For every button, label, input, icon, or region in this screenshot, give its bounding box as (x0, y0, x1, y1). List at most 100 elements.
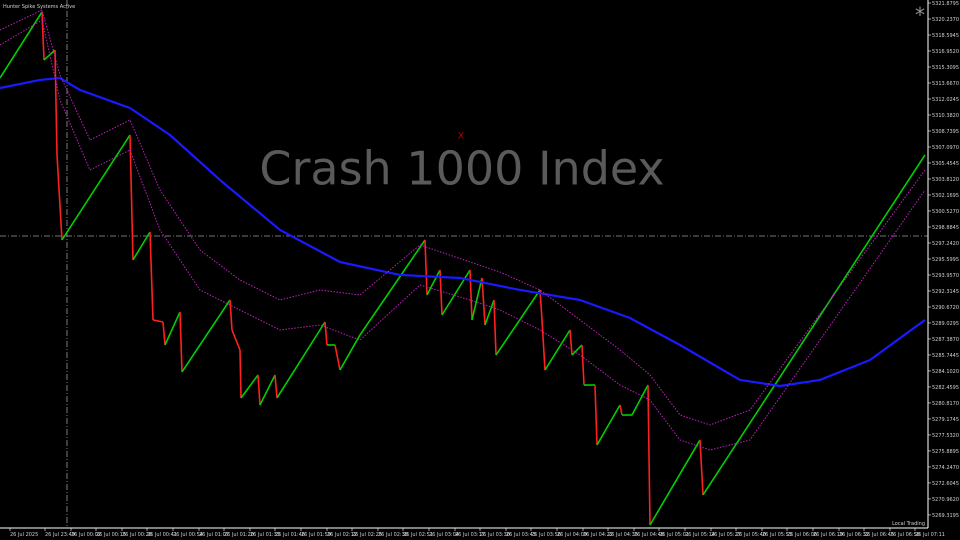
price-segment (0, 11, 43, 79)
price-segment (324, 321, 328, 346)
y-tick-label: 5269.3195 (932, 513, 959, 519)
price-segment (274, 374, 278, 399)
price-segment (541, 319, 546, 371)
y-tick-label: 5277.5320 (932, 433, 959, 439)
x-tick-label: 26 Jul 03:04 (429, 532, 459, 538)
x-tick-label: 26 Jul 05:27 (711, 532, 741, 538)
x-tick-label: 26 Jul 02:12 (327, 532, 357, 538)
price-segment (424, 239, 428, 296)
x-tick-label: 26 Jul 00:41 (147, 532, 177, 538)
x-tick-label: 26 Jul 04:09 (557, 532, 587, 538)
price-segment (132, 231, 151, 261)
y-tick-label: 5284.1020 (932, 369, 959, 375)
x-tick-label: 26 Jul 03:43 (506, 532, 536, 538)
y-tick-label: 5315.3095 (932, 65, 959, 71)
price-segment (239, 349, 242, 398)
price-segment (54, 50, 58, 155)
price-segment (149, 231, 154, 320)
y-tick-label: 5279.1745 (932, 417, 959, 423)
price-segment (162, 321, 166, 346)
y-tick-label: 5298.8845 (932, 225, 959, 231)
x-tick-label: 26 Jul 00:54 (173, 532, 203, 538)
x-tick-label: 26 Jul 03:30 (480, 532, 510, 538)
price-segment (581, 344, 585, 386)
marker-label: X (458, 132, 464, 142)
y-tick-label: 5310.3820 (932, 113, 959, 119)
price-segment (544, 329, 571, 371)
x-tick-label: 26 Jul 06:45 (864, 532, 894, 538)
x-tick-label: 26 Jul 03:17 (455, 532, 485, 538)
price-segment (231, 329, 241, 351)
x-tick-label: 26 Jul 02:51 (403, 532, 433, 538)
x-tick-label: 26 Jul 05:40 (736, 532, 766, 538)
price-segment (229, 299, 233, 331)
price-segment (240, 374, 259, 399)
price-segment (647, 385, 651, 525)
x-tick-label: 26 Jul 06:32 (839, 532, 869, 538)
y-tick-label: 5287.3870 (932, 337, 959, 343)
chart-title: Hunter Spike Systems Active (3, 4, 75, 10)
price-segment (631, 384, 649, 416)
price-segment (569, 329, 573, 356)
band-line (0, 9, 926, 426)
y-tick-label: 5285.7445 (932, 353, 959, 359)
price-segment (619, 404, 623, 416)
price-segment (181, 299, 231, 373)
price-segment (495, 289, 541, 356)
y-tick-label: 5275.8895 (932, 449, 959, 455)
price-segment (596, 404, 621, 446)
y-tick-label: 5293.9570 (932, 273, 959, 279)
y-tick-label: 5320.2370 (932, 17, 959, 23)
x-tick-label: 26 Jul 02:25 (352, 532, 382, 538)
watermark: Crash 1000 Index (259, 142, 664, 196)
price-segment (334, 344, 341, 371)
status-label: Local Trading (892, 521, 925, 527)
x-tick-label: 26 Jul 06:19 (813, 532, 843, 538)
price-segment (129, 134, 134, 260)
x-tick-label: 26 Jul 00:02 (71, 532, 101, 538)
y-tick-label: 5297.2420 (932, 241, 959, 247)
price-segment (257, 374, 261, 406)
plot (0, 9, 926, 526)
price-segment (539, 289, 543, 321)
y-tick-label: 5307.0970 (932, 145, 959, 151)
price-segment (493, 299, 497, 356)
price-segment (702, 154, 926, 496)
y-tick-label: 5303.8120 (932, 177, 959, 183)
price-segment (649, 439, 701, 526)
x-tick-label: 26 Jul 03:56 (531, 532, 561, 538)
price-segment (179, 311, 183, 372)
price-segment (164, 311, 181, 346)
x-tick-label: 26 Jul 23:49 (45, 532, 75, 538)
x-tick-label: 26 Jul 00:15 (96, 532, 126, 538)
x-tick-label: 26 Jul 06:58 (890, 532, 920, 538)
y-tick-label: 5289.0295 (932, 321, 959, 327)
y-tick-label: 5270.9620 (932, 497, 959, 503)
x-tick-label: 26 Jul 00:28 (122, 532, 152, 538)
price-segment (471, 277, 483, 321)
y-tick-label: 5305.4545 (932, 161, 959, 167)
x-tick-label: 26 Jul 02:38 (378, 532, 408, 538)
price-segment (699, 439, 704, 496)
y-tick-label: 5316.9520 (932, 49, 959, 55)
x-tick-label: 26 Jul 05:14 (685, 532, 715, 538)
band-line (0, 19, 926, 451)
x-tick-label: 26 Jul 01:20 (224, 532, 254, 538)
x-tick-label: 26 Jul 04:35 (608, 532, 638, 538)
y-tick-label: 5321.8795 (932, 1, 959, 7)
y-tick-label: 5292.3145 (932, 289, 959, 295)
y-tick-label: 5280.8170 (932, 401, 959, 407)
x-tick-label: 26 Jul 01:07 (199, 532, 229, 538)
price-segment (339, 334, 361, 371)
price-segment (441, 269, 471, 316)
y-tick-label: 5282.4595 (932, 385, 959, 391)
price-segment (481, 277, 486, 326)
x-tick-label: 26 Jul 07:11 (915, 532, 945, 538)
x-tick-label: 26 Jul 04:48 (634, 532, 664, 538)
y-tick-label: 5300.5270 (932, 209, 959, 215)
price-segment (61, 134, 131, 241)
x-tick-label: 26 Jul 04:22 (583, 532, 613, 538)
price-segment (359, 239, 426, 336)
price-segment (276, 321, 326, 399)
